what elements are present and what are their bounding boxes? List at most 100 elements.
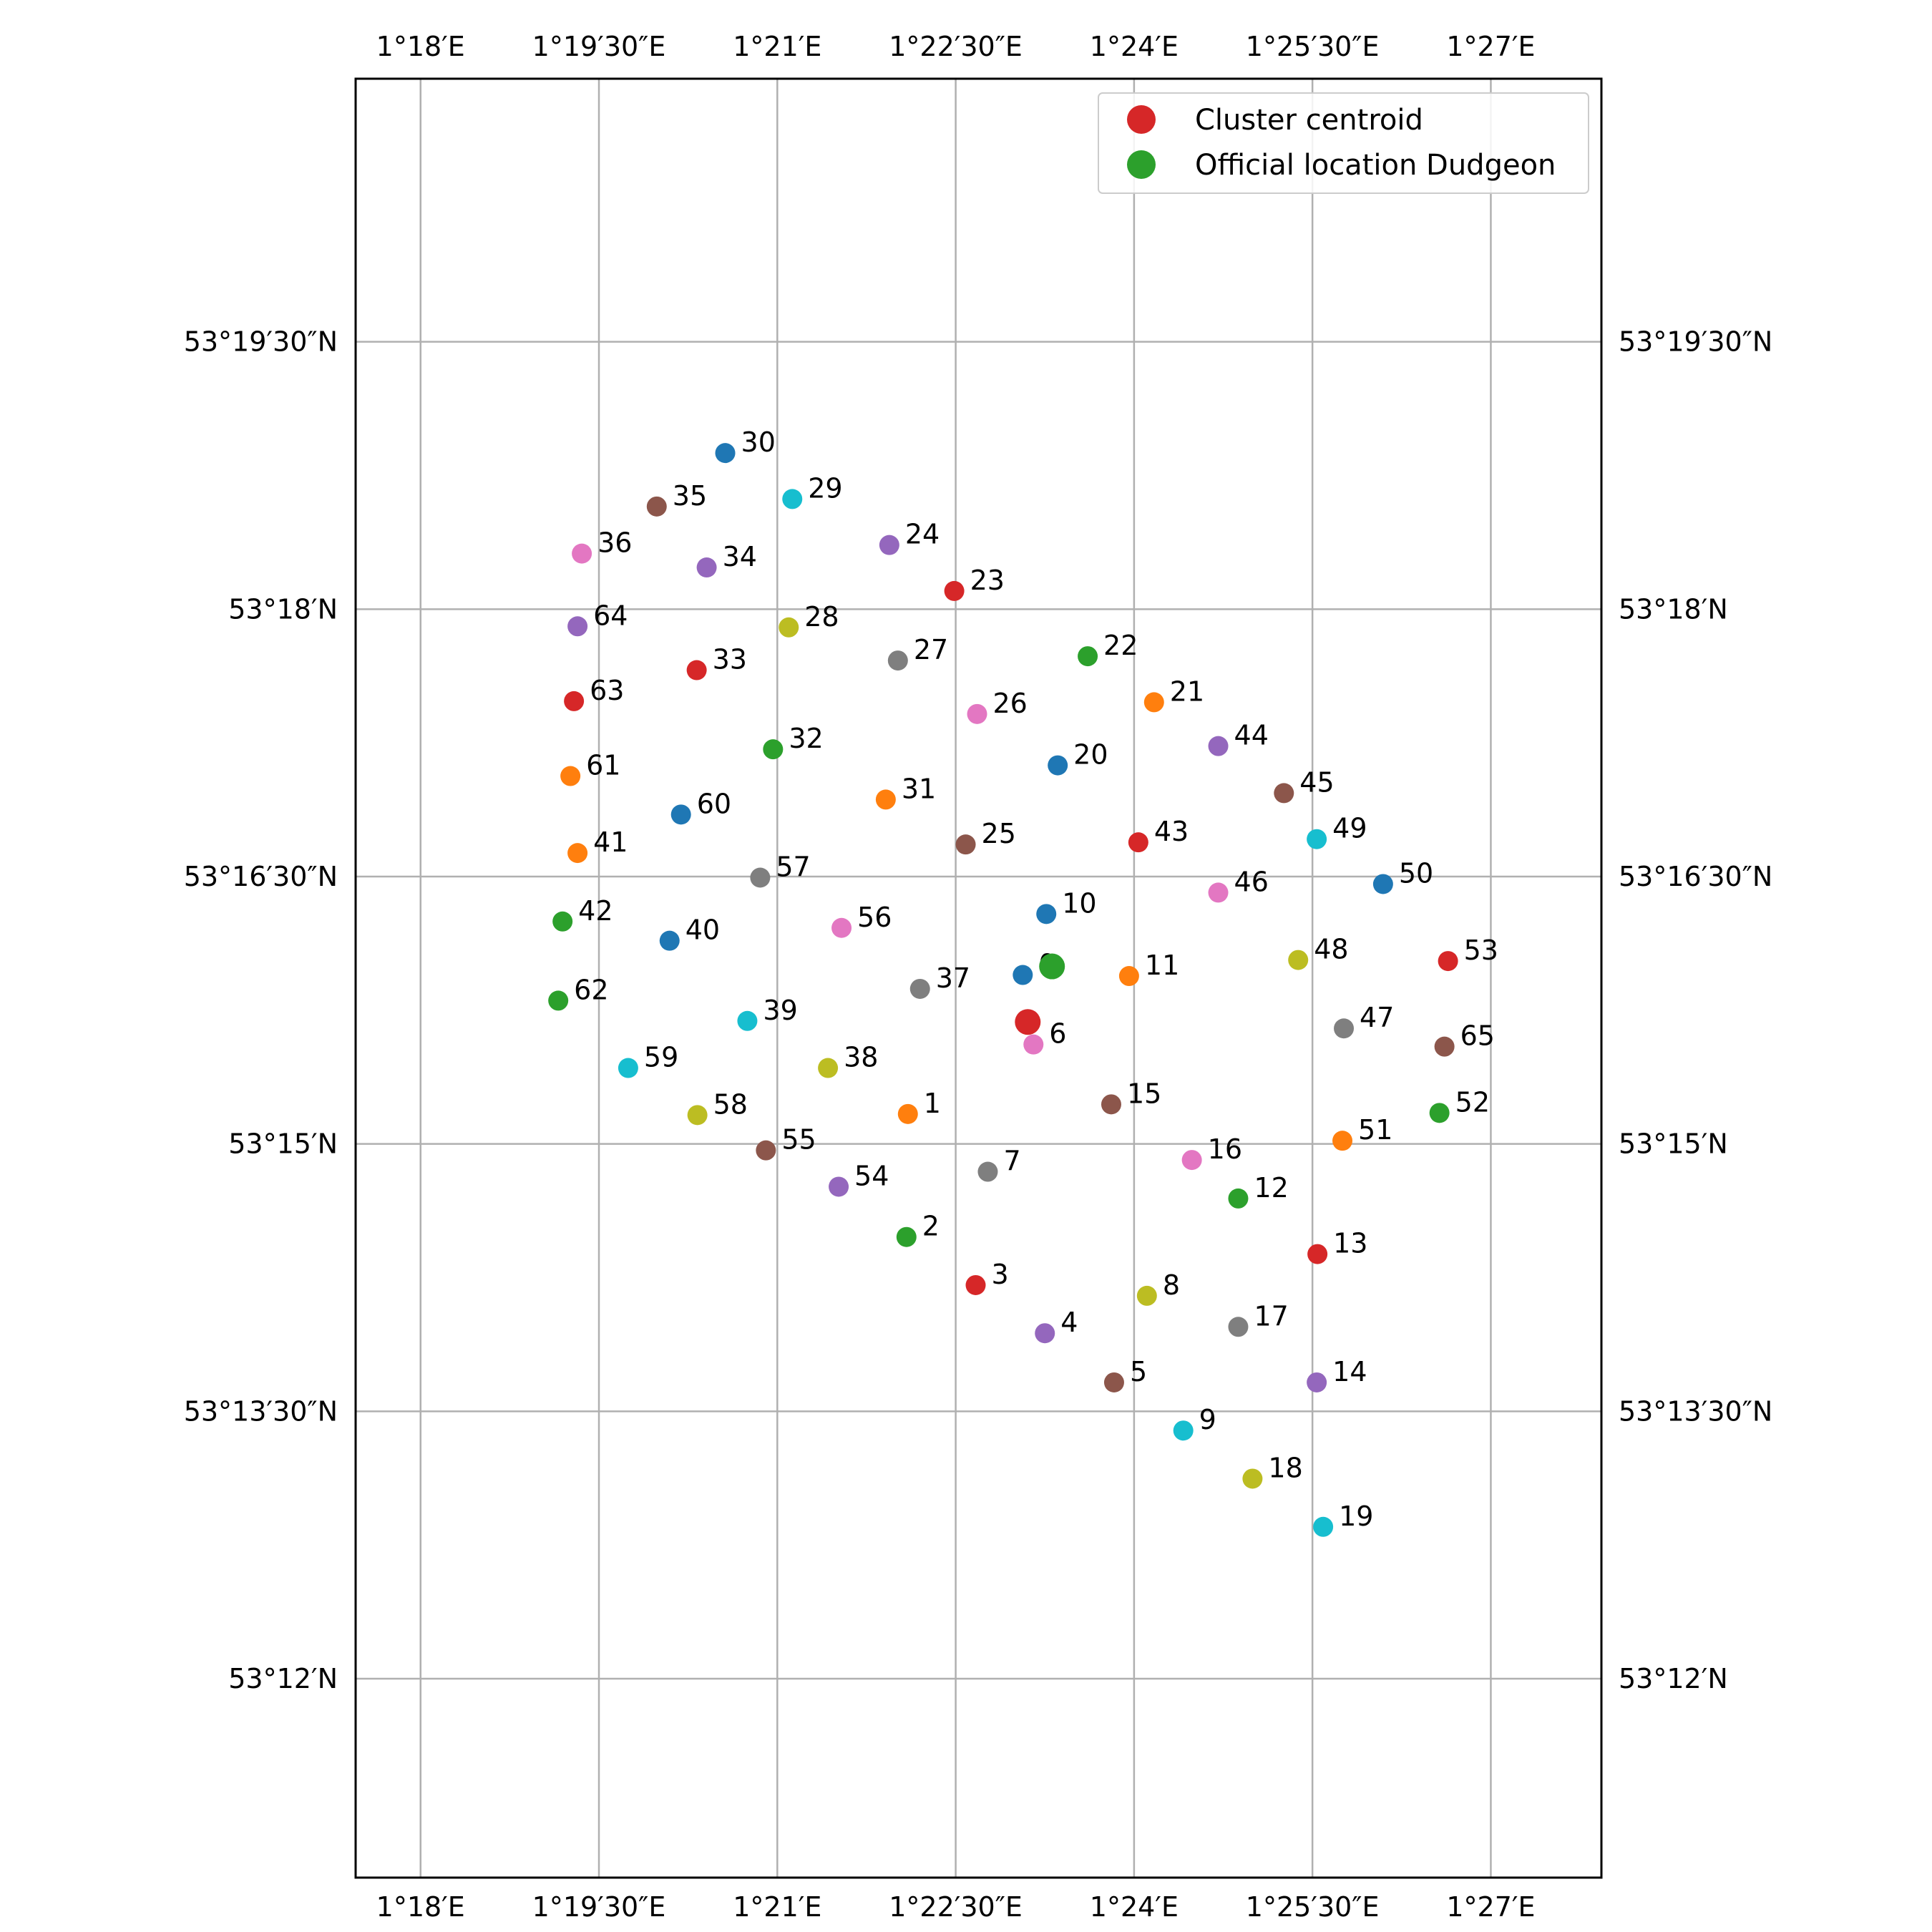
- data-point: [1118, 966, 1139, 987]
- data-point-label: 36: [597, 527, 632, 559]
- data-point-label: 33: [713, 644, 747, 675]
- data-point-label: 40: [686, 914, 720, 946]
- data-point: [763, 739, 784, 760]
- data-point-label: 57: [776, 852, 810, 883]
- data-points: 0123456789101112131415161718192021222324…: [548, 426, 1498, 1537]
- data-point: [686, 660, 707, 680]
- data-point: [659, 930, 680, 951]
- data-point: [1274, 783, 1294, 804]
- data-point: [687, 1105, 708, 1126]
- data-point-label: 6: [1049, 1018, 1066, 1050]
- data-point: [909, 978, 930, 999]
- official-location-marker: [1039, 953, 1065, 980]
- data-point: [782, 489, 803, 509]
- data-point-label: 37: [936, 962, 970, 994]
- data-point-label: 26: [993, 688, 1028, 719]
- data-point-label: 49: [1332, 813, 1367, 844]
- data-point: [944, 580, 965, 601]
- data-point-label: 24: [905, 519, 940, 550]
- x-tick-label-top: 1°24′E: [1090, 31, 1179, 62]
- x-tick-label-top: 1°21′E: [733, 31, 821, 62]
- legend-label-centroid: Cluster centroid: [1195, 104, 1423, 137]
- data-point-label: 55: [781, 1124, 816, 1156]
- data-point: [1023, 1034, 1044, 1055]
- legend-label-official-location: Official location Dudgeon: [1195, 149, 1556, 182]
- y-tick-label-left: 53°13′30″N: [184, 1395, 338, 1427]
- data-point-label: 1: [924, 1088, 941, 1119]
- x-tick-label-bottom: 1°25′30″E: [1246, 1891, 1380, 1923]
- x-tick-label-top: 1°27′E: [1446, 31, 1535, 62]
- data-point: [1035, 1323, 1055, 1344]
- data-point: [977, 1161, 998, 1182]
- data-point-label: 4: [1060, 1307, 1078, 1338]
- data-point: [967, 703, 987, 724]
- data-point-label: 5: [1130, 1356, 1147, 1387]
- y-tick-label-left: 53°12′N: [228, 1663, 338, 1694]
- data-point: [1372, 874, 1393, 894]
- data-point: [1228, 1188, 1249, 1209]
- data-point: [572, 543, 592, 564]
- data-point-label: 48: [1314, 934, 1348, 965]
- data-point: [897, 1103, 918, 1124]
- data-point: [1242, 1468, 1263, 1489]
- data-point-label: 58: [713, 1088, 748, 1120]
- data-point-label: 54: [854, 1160, 889, 1191]
- data-point: [831, 917, 852, 938]
- data-point: [696, 557, 717, 578]
- data-point-label: 10: [1062, 887, 1096, 919]
- data-point: [1307, 829, 1327, 849]
- data-point-label: 39: [763, 995, 797, 1026]
- data-point-label: 31: [902, 773, 936, 804]
- grid: [356, 79, 1601, 1878]
- data-point: [670, 804, 691, 825]
- data-point: [737, 1010, 758, 1031]
- x-tick-label-bottom: 1°24′E: [1090, 1891, 1179, 1923]
- data-point: [965, 1274, 986, 1295]
- data-point: [1434, 1036, 1455, 1057]
- x-tick-label-top: 1°22′30″E: [889, 31, 1023, 62]
- y-tick-label-right: 53°13′30″N: [1619, 1395, 1772, 1427]
- legend-marker-centroid: [1127, 105, 1156, 134]
- data-point: [1078, 646, 1098, 667]
- data-point: [1103, 1372, 1124, 1392]
- data-point-label: 30: [741, 426, 776, 458]
- data-point-label: 9: [1199, 1404, 1216, 1435]
- x-tick-label-bottom: 1°18′E: [376, 1891, 465, 1923]
- data-point: [887, 650, 908, 671]
- data-point-label: 63: [590, 675, 624, 706]
- data-point-label: 41: [593, 826, 628, 858]
- y-tick-label-right: 53°16′30″N: [1619, 861, 1772, 892]
- data-point: [1173, 1420, 1194, 1441]
- data-point-label: 50: [1399, 857, 1433, 889]
- legend-box: [1098, 92, 1589, 194]
- data-point-label: 56: [857, 902, 892, 933]
- x-tick-label-bottom: 1°19′30″E: [532, 1891, 666, 1923]
- data-point: [646, 496, 667, 517]
- data-point: [829, 1176, 849, 1197]
- data-point-label: 17: [1254, 1300, 1288, 1332]
- data-point-label: 51: [1358, 1114, 1392, 1146]
- data-point-label: 22: [1103, 630, 1138, 661]
- x-tick-label-bottom: 1°27′E: [1446, 1891, 1535, 1923]
- data-point: [875, 789, 896, 810]
- data-point: [818, 1058, 839, 1078]
- data-point-label: 29: [808, 472, 842, 504]
- data-point: [715, 443, 736, 464]
- data-point: [1332, 1131, 1353, 1151]
- x-tick-label-bottom: 1°21′E: [733, 1891, 821, 1923]
- axis-ticks: 1°18′E 1°18′E 1°19′30″E 1°19′30″E 1°21′E 1°21…: [184, 31, 1773, 1923]
- data-point: [1136, 1285, 1157, 1306]
- x-tick-label-top: 1°19′30″E: [532, 31, 666, 62]
- data-point-label: 53: [1464, 935, 1498, 966]
- data-point: [750, 867, 771, 888]
- data-point: [1429, 1103, 1450, 1123]
- data-point: [955, 834, 976, 855]
- data-point: [1208, 736, 1229, 756]
- data-point-label: 60: [697, 788, 731, 819]
- data-point-label: 21: [1170, 675, 1204, 707]
- data-point-label: 35: [673, 480, 707, 512]
- data-point: [1143, 692, 1164, 713]
- data-point-label: 11: [1145, 950, 1179, 981]
- data-point-label: 34: [723, 541, 757, 572]
- data-point-label: 62: [574, 974, 608, 1005]
